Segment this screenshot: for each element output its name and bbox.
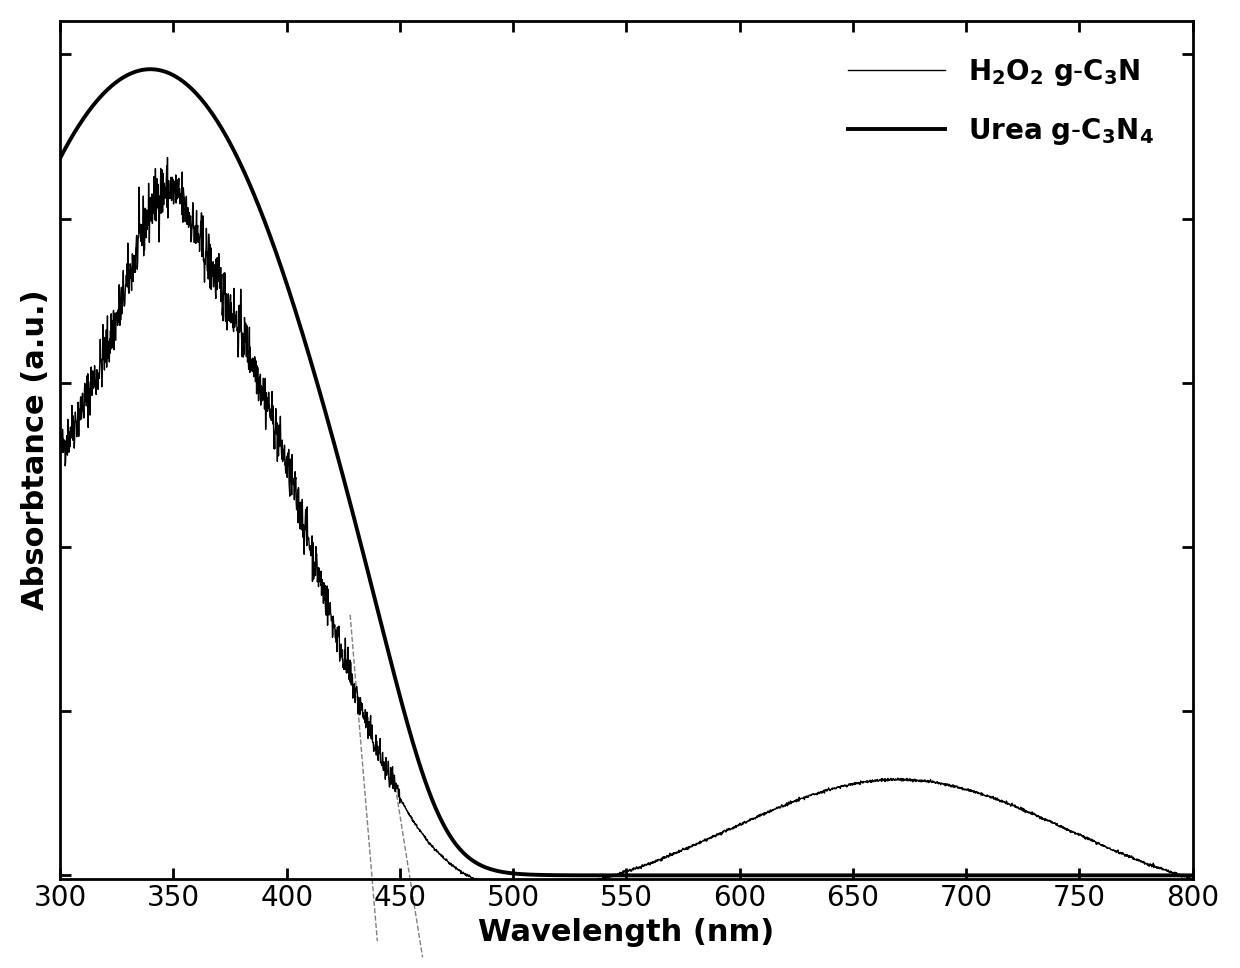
Legend: $\mathbf{H_2O_2\ g\text{-}C_3N}$, $\mathbf{Urea\ g\text{-}C_3N_4}$: $\mathbf{H_2O_2\ g\text{-}C_3N}$, $\math… <box>835 44 1167 161</box>
Y-axis label: Absorbtance (a.u.): Absorbtance (a.u.) <box>21 289 50 611</box>
X-axis label: Wavelength (nm): Wavelength (nm) <box>479 918 775 947</box>
